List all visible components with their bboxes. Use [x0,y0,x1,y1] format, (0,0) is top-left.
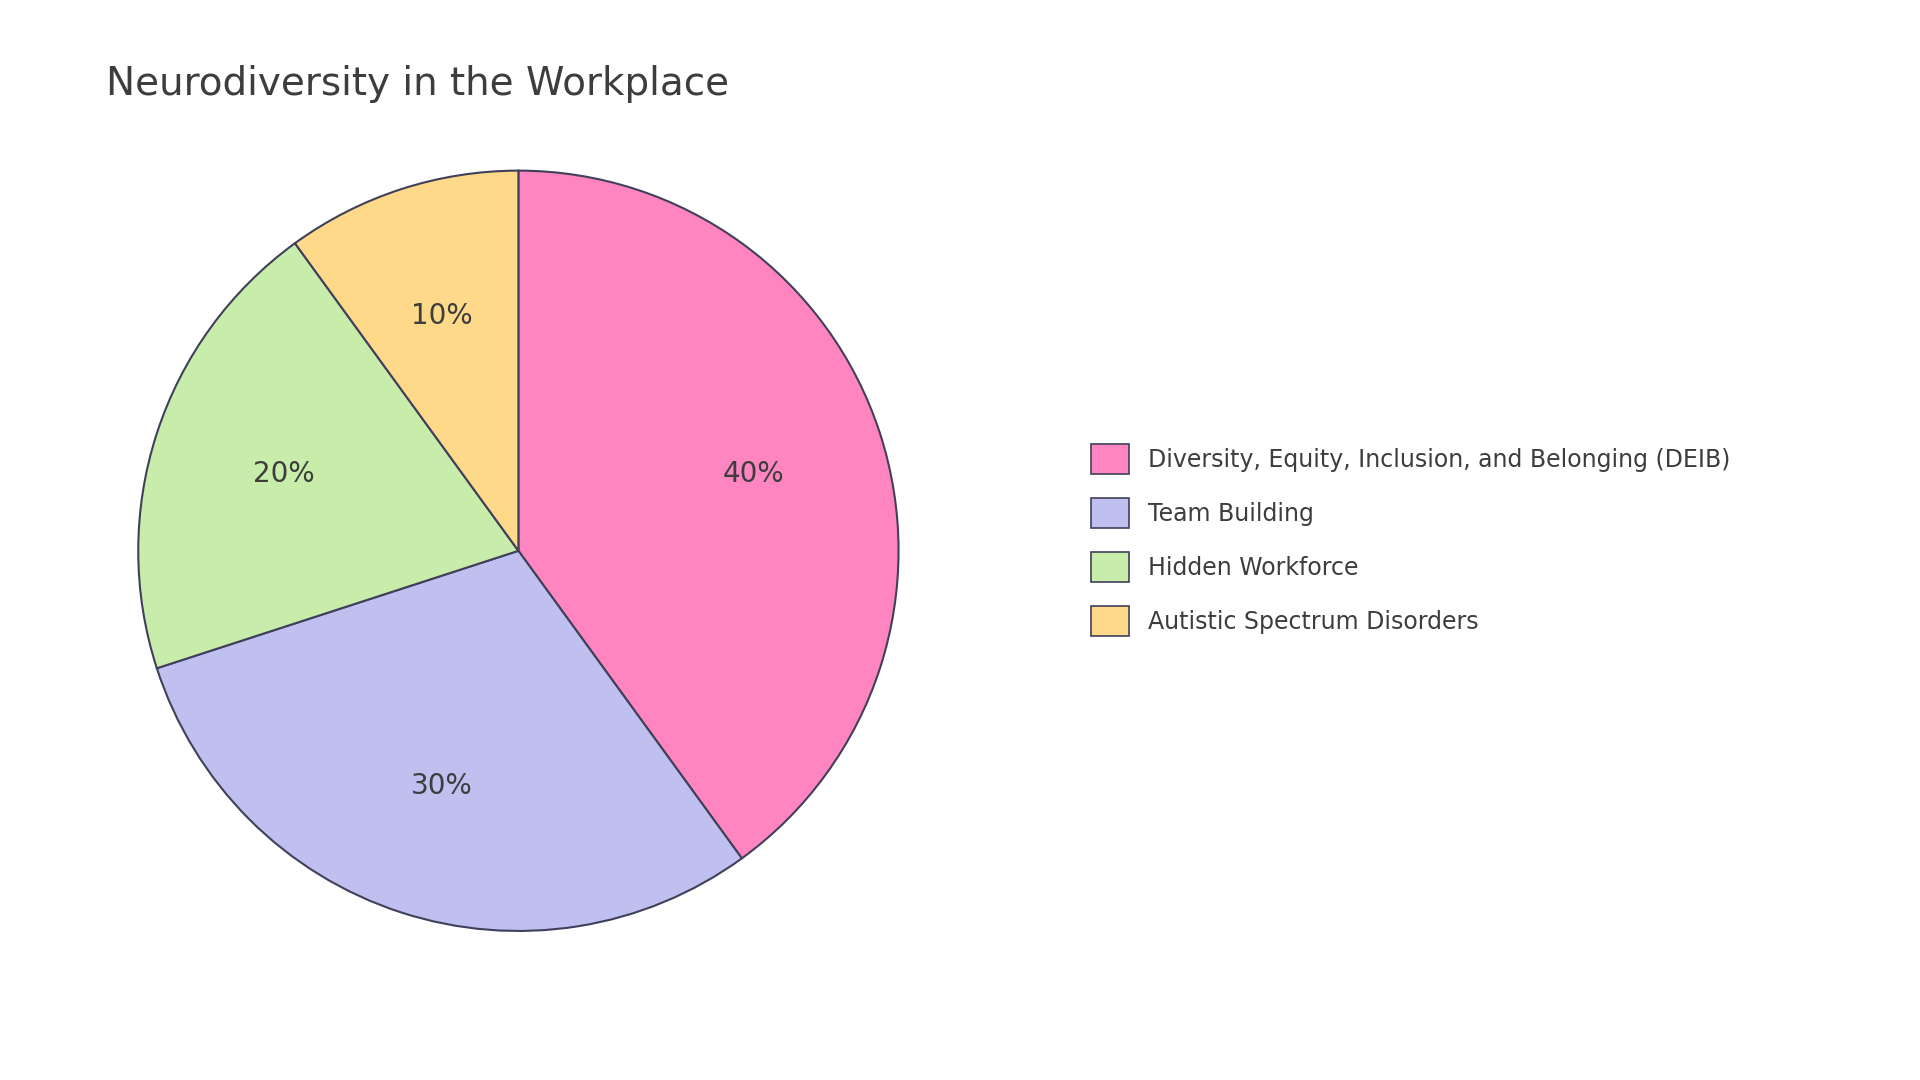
Wedge shape [518,171,899,859]
Text: 30%: 30% [411,772,472,800]
Wedge shape [296,171,518,551]
Text: Neurodiversity in the Workplace: Neurodiversity in the Workplace [106,65,730,103]
Wedge shape [157,551,741,931]
Text: 40%: 40% [722,460,783,488]
Legend: Diversity, Equity, Inclusion, and Belonging (DEIB), Team Building, Hidden Workfo: Diversity, Equity, Inclusion, and Belong… [1068,420,1755,660]
Wedge shape [138,243,518,669]
Text: 20%: 20% [253,460,315,488]
Text: 10%: 10% [411,301,472,329]
